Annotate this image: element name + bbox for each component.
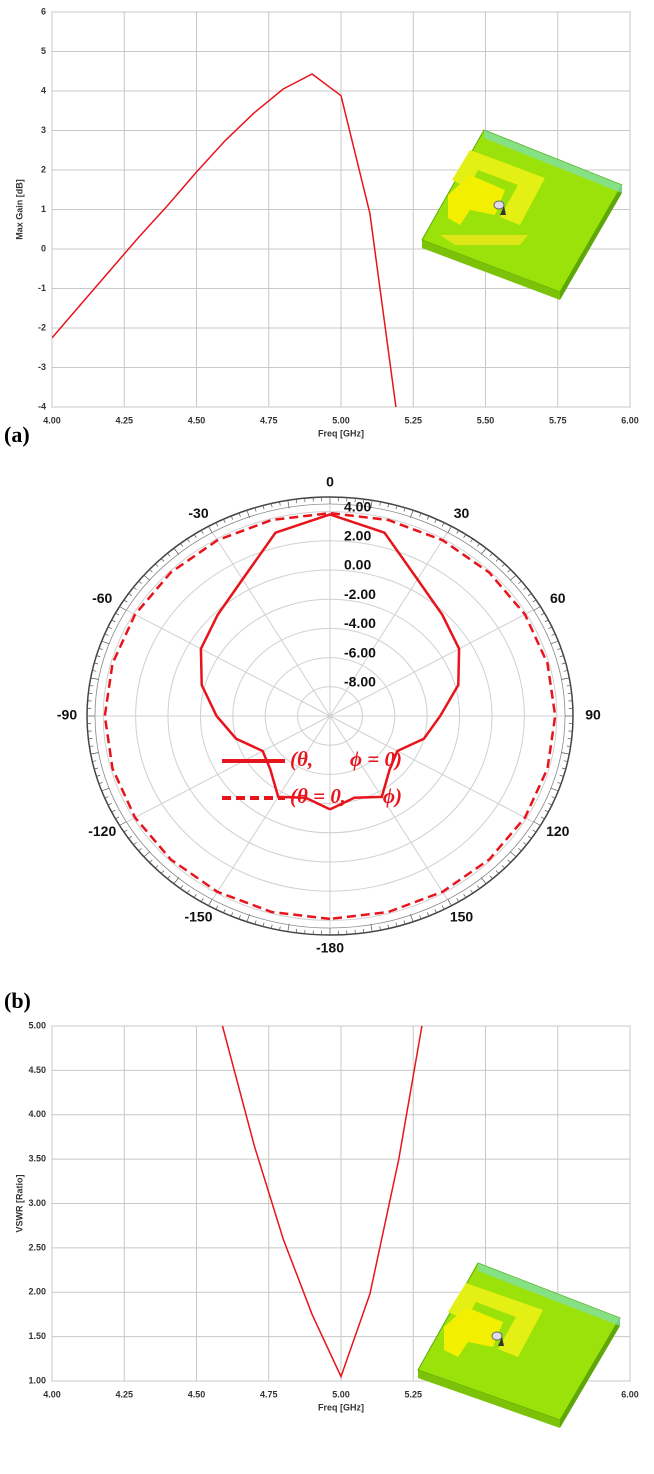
- x-tick-label: 4.75: [260, 1389, 278, 1399]
- theta-tick-label: 150: [450, 908, 474, 924]
- r-tick-label: -8.00: [344, 674, 376, 690]
- theta-tick-label: 120: [546, 823, 570, 839]
- x-tick-label: 5.00: [332, 415, 350, 425]
- r-tick-label: 4.00: [344, 498, 371, 514]
- x-tick-label: 5.75: [549, 415, 567, 425]
- x-tick-label: 4.25: [115, 1389, 133, 1399]
- x-tick-label: 6.00: [621, 415, 639, 425]
- y-tick-label: -2: [38, 322, 46, 332]
- r-tick-label: 2.00: [344, 528, 371, 544]
- y-tick-label: -4: [38, 401, 46, 411]
- y-tick-label: 0: [41, 243, 46, 253]
- x-tick-label: 5.25: [404, 415, 422, 425]
- r-tick-label: -2.00: [344, 586, 376, 602]
- y-tick-label: -1: [38, 283, 46, 293]
- theta-tick-label: 30: [454, 505, 470, 521]
- theta-tick-label: 0: [326, 474, 334, 490]
- theta-tick-label: -150: [184, 908, 212, 924]
- legend-label: (θ, ϕ = 0): [290, 747, 402, 771]
- x-tick-label: 4.50: [188, 415, 206, 425]
- theta-tick-label: -60: [92, 590, 112, 606]
- y-tick-label: 3.50: [28, 1154, 46, 1164]
- y-tick-label: 4.00: [28, 1109, 46, 1119]
- y-tick-label: 4.50: [28, 1065, 46, 1075]
- x-axis-title: Freq [GHz]: [318, 428, 364, 438]
- y-tick-label: 2: [41, 164, 46, 174]
- y-tick-label: 2.00: [28, 1287, 46, 1297]
- y-tick-label: -3: [38, 362, 46, 372]
- x-tick-label: 4.50: [188, 1389, 206, 1399]
- theta-tick-label: -30: [188, 505, 208, 521]
- figure: 4.00 4.25 4.50 4.75 5.00 5.25 5.50 5.75 6.00 1.00…: [0, 0, 654, 1474]
- y-tick-label: 5.00: [28, 1020, 46, 1030]
- r-tick-label: -6.00: [344, 644, 376, 660]
- theta-tick-label: 60: [550, 590, 566, 606]
- theta-tick-label: -120: [88, 823, 116, 839]
- theta-tick-label: 90: [585, 707, 601, 723]
- x-tick-label: 6.00: [621, 1389, 639, 1399]
- panel-label: (a): [4, 422, 30, 447]
- x-axis-title: Freq [GHz]: [318, 1402, 364, 1412]
- y-tick-label: 1.50: [28, 1331, 46, 1341]
- x-tick-label: 4.00: [43, 1389, 61, 1399]
- x-tick-label: 4.25: [115, 415, 133, 425]
- x-tick-label: 5.25: [404, 1389, 422, 1399]
- y-axis-title: Max Gain [dB]: [14, 179, 24, 240]
- y-tick-label: 4: [41, 85, 46, 95]
- x-tick-label: 4.75: [260, 415, 278, 425]
- x-tick-label: 5.00: [332, 1389, 350, 1399]
- legend-label: (θ = 0, ϕ): [290, 784, 402, 808]
- y-tick-label: 6: [41, 6, 46, 16]
- y-axis-title: VSWR [Ratio]: [14, 1175, 24, 1233]
- y-tick-label: 1: [41, 204, 46, 214]
- y-tick-label: 3: [41, 125, 46, 135]
- x-tick-label: 5.50: [477, 415, 495, 425]
- y-tick-label: 5: [41, 46, 46, 56]
- x-tick-label: 4.00: [43, 415, 61, 425]
- theta-tick-label: -180: [316, 940, 344, 956]
- y-tick-label: 1.00: [28, 1375, 46, 1385]
- y-tick-label: 3.00: [28, 1198, 46, 1208]
- r-tick-label: -4.00: [344, 615, 376, 631]
- r-tick-label: 0.00: [344, 557, 371, 573]
- theta-tick-label: -90: [57, 707, 77, 723]
- y-tick-label: 2.50: [28, 1242, 46, 1252]
- panel-label: (b): [4, 988, 31, 1013]
